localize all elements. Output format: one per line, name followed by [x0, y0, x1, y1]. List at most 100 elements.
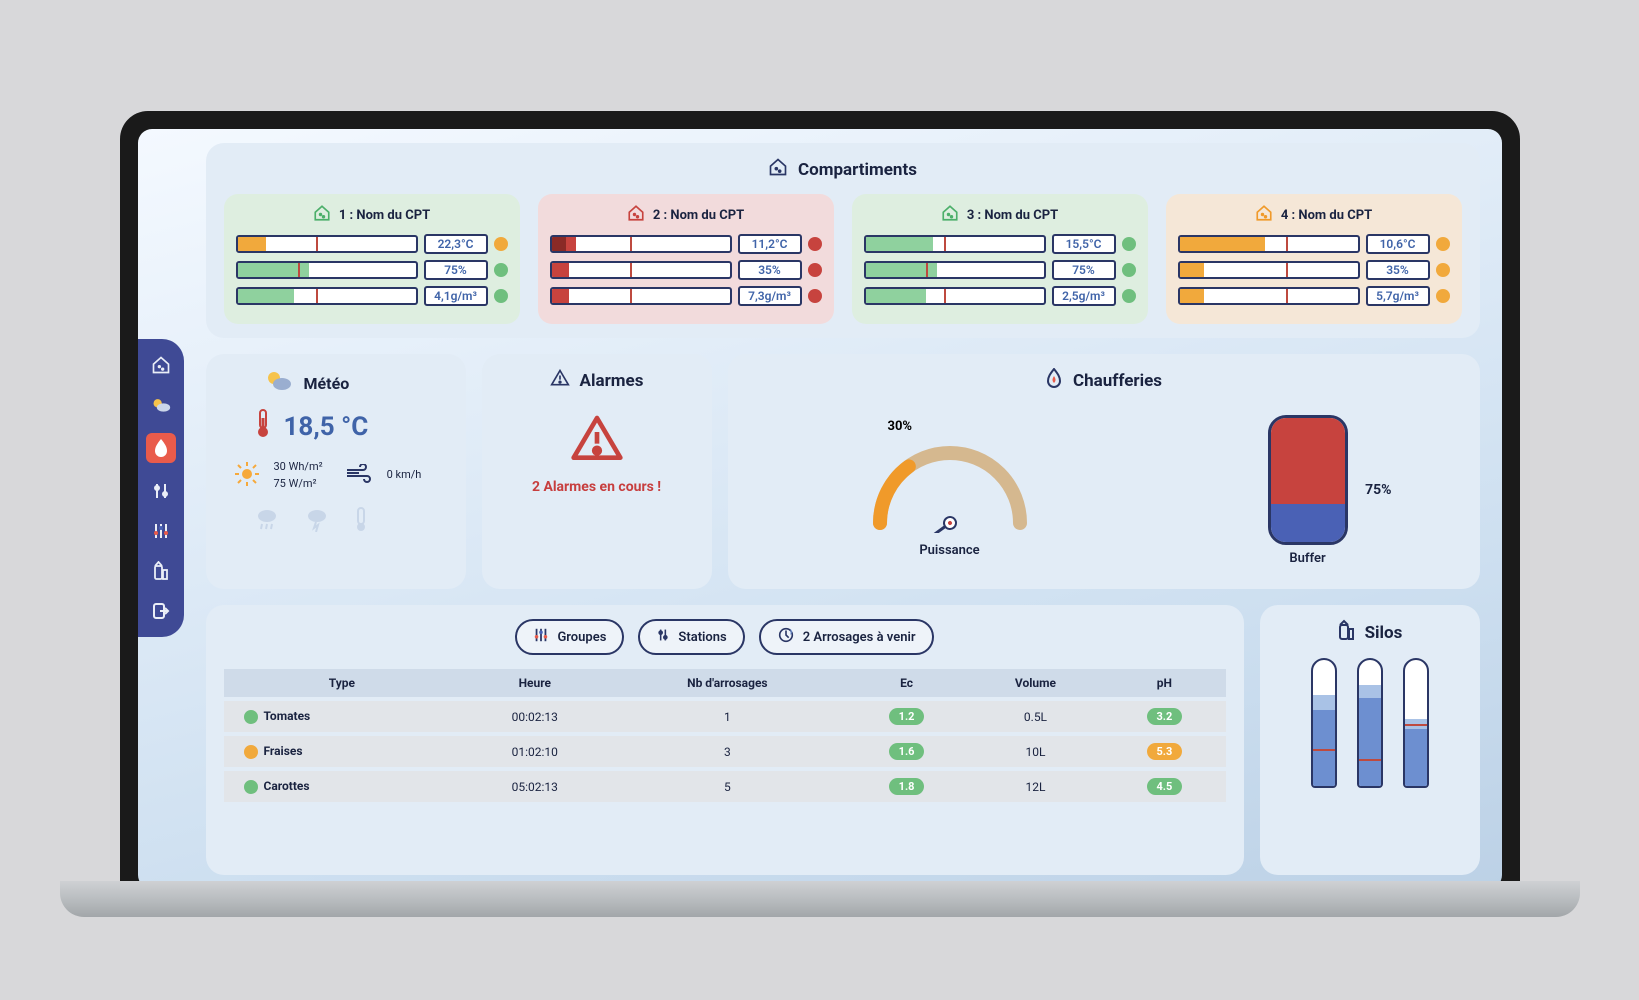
sidebar-item-logout[interactable] — [149, 599, 173, 623]
ec-badge: 1.8 — [889, 778, 925, 795]
puissance-label: Puissance — [860, 543, 1040, 558]
watering-icon — [777, 626, 795, 648]
silo-gauge — [1403, 658, 1429, 788]
flame-icon — [1045, 368, 1063, 393]
metric-gauge — [236, 261, 418, 279]
metric-gauge — [236, 235, 418, 253]
status-dot — [244, 745, 258, 759]
table-row[interactable]: Carottes 05:02:135 1.8 12L 4.5 — [224, 769, 1226, 802]
status-dot — [808, 263, 822, 277]
status-dot — [494, 237, 508, 251]
alarmes-title: Alarmes — [580, 371, 644, 391]
sidebar-item-stations[interactable] — [149, 479, 173, 503]
sidebar — [138, 339, 184, 637]
metric-row: 10,6°C — [1178, 234, 1450, 254]
compartment-name: 1 : Nom du CPT — [339, 208, 430, 223]
metric-value: 7,3g/m³ — [738, 286, 802, 306]
compartments-title-text: Compartiments — [798, 160, 917, 180]
status-dot — [244, 780, 258, 794]
table-header: Heure — [460, 669, 609, 699]
status-dot — [1436, 289, 1450, 303]
puissance-pct: 30% — [888, 419, 913, 434]
alert-icon — [550, 368, 570, 393]
compartment-header: 2 : Nom du CPT — [550, 204, 822, 226]
metric-row: 7,3g/m³ — [550, 286, 822, 306]
metric-row: 2,5g/m³ — [864, 286, 1136, 306]
compartments-card: Compartiments 1 : Nom du CPT 22,3°C 75% — [206, 143, 1480, 338]
table-header: Volume — [968, 669, 1104, 699]
compartment-card[interactable]: 3 : Nom du CPT 15,5°C 75% 2,5g/m — [852, 194, 1148, 324]
metric-gauge — [864, 261, 1046, 279]
ph-badge: 5.3 — [1147, 743, 1183, 760]
metric-gauge — [1178, 235, 1360, 253]
metric-gauge — [550, 235, 732, 253]
metric-value: 4,1g/m³ — [424, 286, 488, 306]
compartment-name: 4 : Nom du CPT — [1281, 208, 1372, 223]
status-dot — [1436, 237, 1450, 251]
table-header: Ec — [846, 669, 968, 699]
pill-groups[interactable]: Groupes — [515, 619, 624, 655]
thermometer-icon — [254, 408, 272, 445]
compartment-card[interactable]: 2 : Nom du CPT 11,2°C 35% 7,3g/m — [538, 194, 834, 324]
status-dot — [1122, 289, 1136, 303]
metric-row: 4,1g/m³ — [236, 286, 508, 306]
buffer-pct: 75% — [1365, 482, 1391, 498]
sidebar-item-heating[interactable] — [146, 433, 176, 463]
metric-value: 75% — [424, 260, 488, 280]
sidebar-item-silos[interactable] — [149, 559, 173, 583]
storm-icon — [304, 506, 330, 536]
compartment-header: 1 : Nom du CPT — [236, 204, 508, 226]
ec-badge: 1.6 — [889, 743, 925, 760]
house-icon — [941, 204, 959, 226]
metric-value: 15,5°C — [1052, 234, 1116, 254]
compartment-name: 3 : Nom du CPT — [967, 208, 1058, 223]
rain-icon — [254, 506, 280, 536]
sidebar-item-weather[interactable] — [149, 393, 173, 417]
metric-gauge — [864, 287, 1046, 305]
mid-row: Météo 18,5 °C 30 Wh/m² — [206, 354, 1480, 589]
table-row[interactable]: Tomates 00:02:131 1.2 0.5L 3.2 — [224, 699, 1226, 734]
weather-icon — [264, 368, 294, 398]
sun-icon — [234, 461, 260, 491]
silo-icon — [1337, 619, 1355, 646]
compartment-card[interactable]: 4 : Nom du CPT 10,6°C 35% 5,7g/m — [1166, 194, 1462, 324]
buffer-label: Buffer — [1268, 551, 1348, 566]
metric-gauge — [864, 235, 1046, 253]
house-icon — [627, 204, 645, 226]
compartment-card[interactable]: 1 : Nom du CPT 22,3°C 75% 4,1g/m — [224, 194, 520, 324]
status-dot — [494, 263, 508, 277]
groups-icon — [533, 626, 549, 648]
alarmes-card[interactable]: Alarmes 2 Alarmes en cours ! — [482, 354, 712, 589]
silos-card[interactable]: Silos — [1260, 605, 1480, 875]
metric-value: 2,5g/m³ — [1052, 286, 1116, 306]
chaufferies-card[interactable]: Chaufferies 30% — [728, 354, 1480, 589]
metric-gauge — [1178, 287, 1360, 305]
pill-watering[interactable]: 2 Arrosages à venir — [759, 619, 934, 655]
sidebar-item-groups[interactable] — [149, 519, 173, 543]
main-content: Compartiments 1 : Nom du CPT 22,3°C 75% — [184, 129, 1502, 889]
buffer-gauge: 75% Buffer — [1268, 415, 1348, 566]
sidebar-item-compartments[interactable] — [149, 353, 173, 377]
meteo-temp-value: 18,5 °C — [284, 412, 369, 442]
metric-value: 10,6°C — [1366, 234, 1430, 254]
irrigation-table: TypeHeureNb d'arrosagesEcVolumepH Tomate… — [224, 669, 1226, 802]
wind-value: 0 km/h — [387, 467, 422, 484]
table-row[interactable]: Fraises 01:02:103 1.6 10L 5.3 — [224, 734, 1226, 769]
metric-value: 22,3°C — [424, 234, 488, 254]
metric-row: 22,3°C — [236, 234, 508, 254]
status-dot — [1122, 237, 1136, 251]
radiation-value: 30 Wh/m² — [274, 459, 323, 476]
metric-gauge — [236, 287, 418, 305]
pill-label: Stations — [678, 630, 726, 645]
metric-row: 75% — [864, 260, 1136, 280]
pill-stations[interactable]: Stations — [638, 619, 744, 655]
laptop-frame: Compartiments 1 : Nom du CPT 22,3°C 75% — [120, 111, 1520, 889]
status-dot — [1436, 263, 1450, 277]
meteo-card[interactable]: Météo 18,5 °C 30 Wh/m² — [206, 354, 466, 589]
status-dot — [1122, 263, 1136, 277]
house-icon — [768, 157, 788, 182]
metric-value: 35% — [738, 260, 802, 280]
compartments-title: Compartiments — [224, 157, 1462, 182]
silo-gauge — [1311, 658, 1337, 788]
irradiance-value: 75 W/m² — [274, 476, 323, 493]
